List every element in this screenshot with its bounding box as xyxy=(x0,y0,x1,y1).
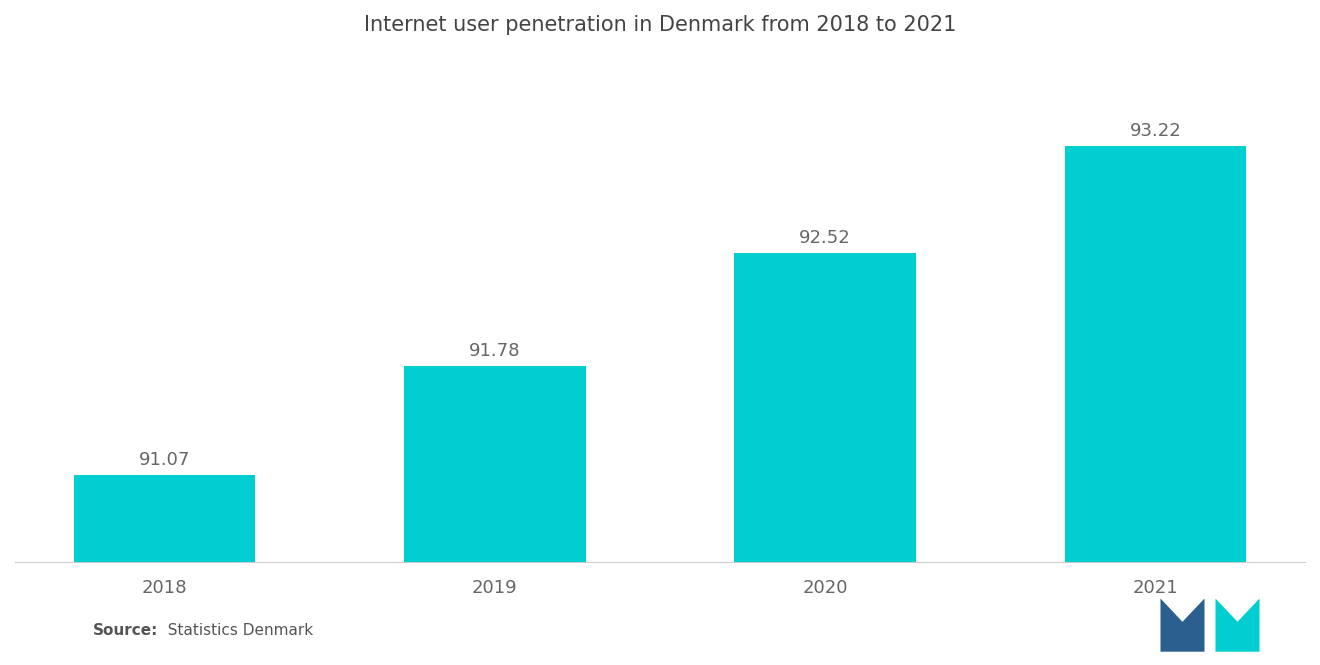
Bar xyxy=(734,253,916,665)
Bar xyxy=(74,475,255,665)
Text: Statistics Denmark: Statistics Denmark xyxy=(158,623,314,638)
Polygon shape xyxy=(1160,598,1204,652)
Polygon shape xyxy=(1216,598,1259,652)
Text: 92.52: 92.52 xyxy=(800,229,851,247)
Title: Internet user penetration in Denmark from 2018 to 2021: Internet user penetration in Denmark fro… xyxy=(364,15,956,35)
Bar xyxy=(404,366,586,665)
Bar xyxy=(1065,146,1246,665)
Text: 91.07: 91.07 xyxy=(139,451,190,469)
Text: 91.78: 91.78 xyxy=(469,342,520,360)
Text: 93.22: 93.22 xyxy=(1130,122,1181,140)
Text: Source:: Source: xyxy=(92,623,158,638)
